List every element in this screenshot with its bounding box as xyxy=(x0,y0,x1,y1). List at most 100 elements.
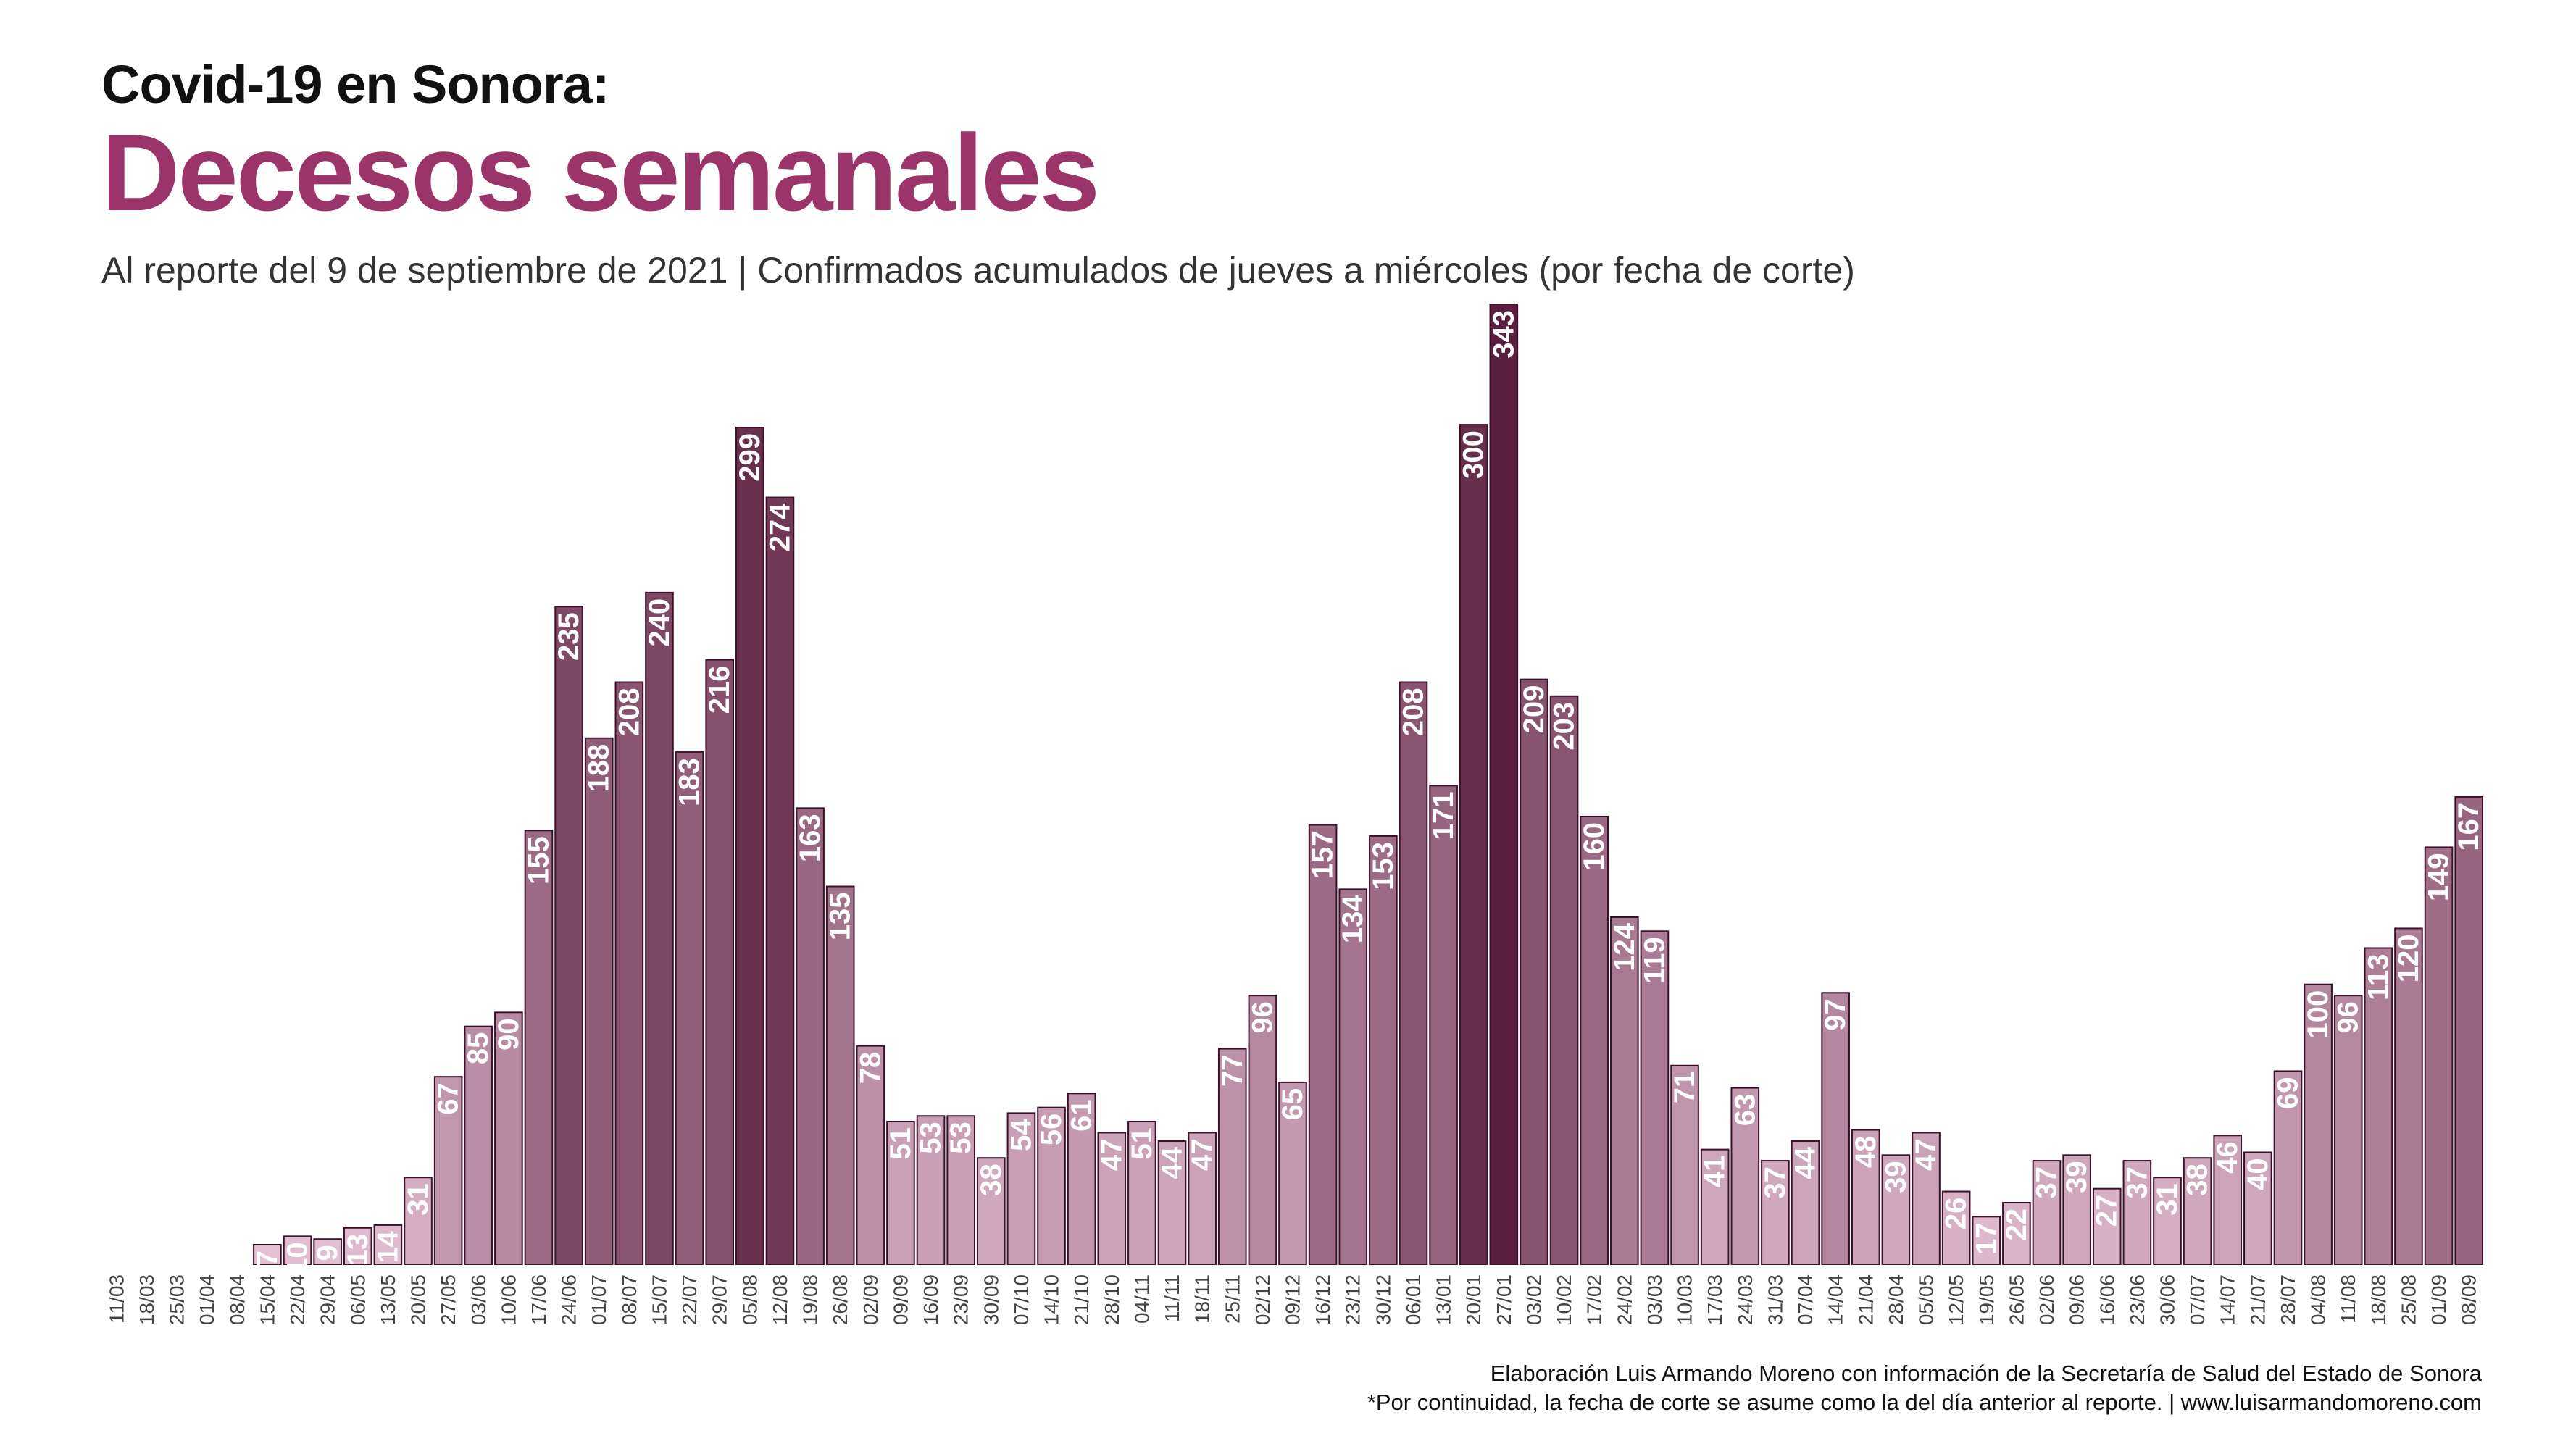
x-tick-27-05: 27/05 xyxy=(437,1274,459,1325)
bar-15-04 xyxy=(253,1243,282,1265)
data-label-10-06: 90 xyxy=(493,1018,525,1051)
bar-18-11 xyxy=(1188,1132,1217,1265)
x-tick-10-06: 10/06 xyxy=(497,1274,520,1325)
x-tick-19-05: 19/05 xyxy=(1975,1274,1998,1325)
data-label-29-04: 9 xyxy=(312,1245,343,1261)
x-tick-04-11: 04/11 xyxy=(1130,1274,1153,1324)
bar-23-09 xyxy=(946,1115,975,1266)
data-label-26-08: 135 xyxy=(825,893,856,941)
x-tick-12-05: 12/05 xyxy=(1945,1274,1967,1325)
data-label-03-03: 119 xyxy=(1638,937,1670,984)
bar-12-05 xyxy=(1941,1190,1971,1266)
bar-30-09 xyxy=(976,1157,1006,1265)
data-label-08-07: 208 xyxy=(613,688,645,737)
data-label-28-10: 47 xyxy=(1096,1138,1127,1171)
data-label-28-07: 69 xyxy=(2272,1077,2304,1109)
data-label-31-03: 37 xyxy=(1759,1166,1791,1199)
source-note: Elaboración Luis Armando Moreno con info… xyxy=(1490,1361,2482,1386)
chart-kicker: Covid-19 en Sonora: xyxy=(101,54,610,114)
tick-label-group: 11/03 18/03 25/03 01/04 08/04 15/04 22/04 29/04… xyxy=(105,1274,2480,1325)
x-tick-16-09: 16/09 xyxy=(920,1274,942,1325)
bar-07-04 xyxy=(1791,1140,1820,1266)
x-tick-05-05: 05/05 xyxy=(1915,1274,1938,1325)
x-tick-25-08: 25/08 xyxy=(2397,1274,2419,1325)
data-label-18-11: 47 xyxy=(1186,1138,1218,1171)
bar-11-11 xyxy=(1157,1140,1187,1266)
data-label-04-11: 51 xyxy=(1126,1127,1158,1160)
data-label-09-12: 65 xyxy=(1277,1088,1309,1121)
data-label-23-06: 37 xyxy=(2121,1166,2153,1199)
bar-05-08 xyxy=(735,426,764,1265)
bar-02-09 xyxy=(856,1045,885,1265)
continuity-note: *Por continuidad, la fecha de corte se a… xyxy=(1367,1390,2482,1416)
x-tick-06-05: 06/05 xyxy=(346,1274,369,1325)
x-tick-28-07: 28/07 xyxy=(2277,1274,2299,1325)
x-tick-14-04: 14/04 xyxy=(1825,1274,1847,1325)
data-label-07-10: 54 xyxy=(1005,1119,1037,1151)
data-label-06-05: 13 xyxy=(342,1234,374,1266)
x-tick-15-04: 15/04 xyxy=(256,1274,278,1325)
bar-17-03 xyxy=(1700,1148,1730,1265)
x-tick-21-07: 21/07 xyxy=(2246,1274,2269,1325)
x-tick-01-04: 01/04 xyxy=(196,1274,218,1325)
bar-24-03 xyxy=(1730,1087,1760,1265)
data-label-25-11: 77 xyxy=(1217,1055,1249,1087)
bar-27-01 xyxy=(1489,304,1519,1265)
bar-27-05 xyxy=(433,1076,463,1266)
data-label-04-08: 100 xyxy=(2302,990,2334,1039)
data-label-21-04: 48 xyxy=(1850,1136,1882,1169)
data-label-21-10: 61 xyxy=(1066,1099,1098,1132)
x-tick-13-01: 13/01 xyxy=(1433,1274,1455,1325)
x-tick-24-03: 24/03 xyxy=(1734,1274,1756,1325)
data-label-16-06: 27 xyxy=(2091,1195,2123,1227)
bar-22-07 xyxy=(675,751,704,1265)
x-tick-11-08: 11/08 xyxy=(2337,1274,2359,1324)
data-label-27-05: 67 xyxy=(433,1082,464,1115)
bar-16-06 xyxy=(2092,1187,2122,1265)
x-tick-24-06: 24/06 xyxy=(558,1274,580,1325)
x-tick-08-04: 08/04 xyxy=(226,1274,249,1325)
data-label-30-12: 153 xyxy=(1367,842,1399,890)
data-label-13-05: 14 xyxy=(372,1230,404,1263)
bar-19-05 xyxy=(1972,1216,2001,1265)
x-tick-18-11: 18/11 xyxy=(1191,1274,1214,1324)
data-label-16-09: 53 xyxy=(915,1122,947,1154)
bar-28-04 xyxy=(1881,1154,1911,1265)
x-tick-10-03: 10/03 xyxy=(1674,1274,1696,1325)
x-tick-08-07: 08/07 xyxy=(618,1274,641,1325)
x-tick-30-12: 30/12 xyxy=(1372,1274,1394,1325)
data-label-02-09: 78 xyxy=(854,1052,886,1085)
data-label-14-10: 56 xyxy=(1035,1114,1067,1146)
data-label-25-08: 120 xyxy=(2393,934,2425,982)
x-tick-25-11: 25/11 xyxy=(1221,1274,1243,1324)
data-label-14-04: 97 xyxy=(1820,998,1851,1031)
x-tick-14-10: 14/10 xyxy=(1041,1274,1063,1325)
bar-30-06 xyxy=(2153,1177,2182,1265)
x-tick-26-05: 26/05 xyxy=(2005,1274,2027,1325)
bar-25-11 xyxy=(1217,1048,1247,1266)
x-tick-30-09: 30/09 xyxy=(980,1274,1002,1325)
bar-20-01 xyxy=(1459,424,1488,1265)
bar-26-05 xyxy=(2002,1202,2031,1266)
bar-10-02 xyxy=(1549,695,1579,1265)
bar-13-01 xyxy=(1429,785,1458,1266)
bar-16-12 xyxy=(1308,824,1338,1265)
data-label-21-07: 40 xyxy=(2242,1158,2274,1190)
x-tick-23-12: 23/12 xyxy=(1342,1274,1364,1325)
bar-21-10 xyxy=(1067,1093,1096,1265)
data-label-08-09: 167 xyxy=(2453,803,2485,851)
bar-16-09 xyxy=(916,1115,946,1266)
x-tick-18-08: 18/08 xyxy=(2367,1274,2390,1325)
data-label-01-09: 149 xyxy=(2423,853,2455,901)
x-tick-30-06: 30/06 xyxy=(2156,1274,2178,1325)
x-tick-08-09: 08/09 xyxy=(2458,1274,2480,1325)
x-tick-03-06: 03/06 xyxy=(467,1274,490,1325)
data-label-19-05: 17 xyxy=(1970,1222,2002,1255)
data-label-09-06: 39 xyxy=(2061,1161,2093,1193)
data-label-17-02: 160 xyxy=(1578,822,1610,871)
data-label-07-04: 44 xyxy=(1790,1146,1822,1179)
data-label-02-12: 96 xyxy=(1246,1001,1278,1034)
x-tick-21-04: 21/04 xyxy=(1854,1274,1877,1325)
x-tick-15-07: 15/07 xyxy=(648,1274,670,1325)
